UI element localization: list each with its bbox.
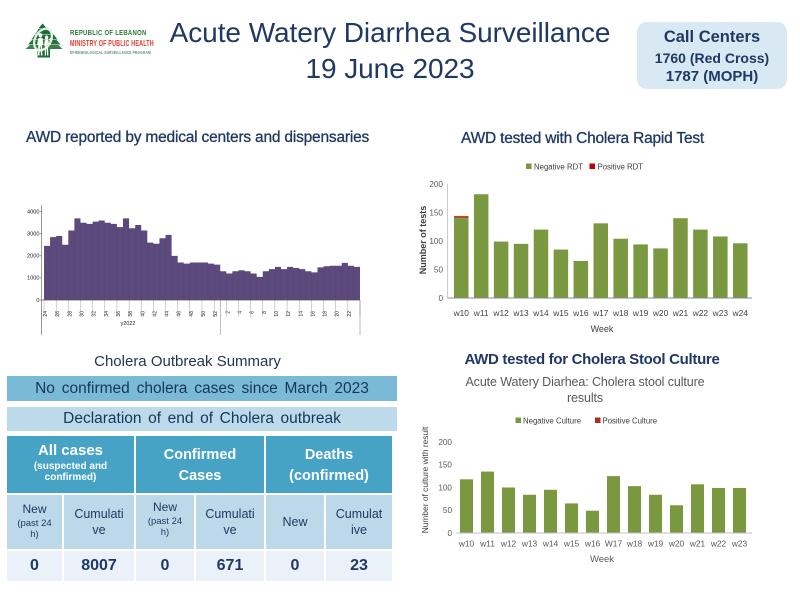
svg-text:100: 100 <box>438 483 452 492</box>
svg-text:w10: w10 <box>453 308 470 318</box>
svg-text:200: 200 <box>438 438 452 447</box>
svg-text:w23: w23 <box>731 539 748 549</box>
svg-text:w15: w15 <box>552 308 569 318</box>
svg-text:w20: w20 <box>652 308 669 318</box>
svg-text:3000: 3000 <box>27 232 39 238</box>
svg-text:w14: w14 <box>532 308 549 318</box>
svg-text:22: 22 <box>347 311 353 317</box>
svg-text:w24: w24 <box>732 308 749 318</box>
svg-text:Week: Week <box>591 324 614 334</box>
svg-text:w13: w13 <box>512 308 529 318</box>
svg-text:14: 14 <box>298 311 304 317</box>
svg-text:28: 28 <box>67 311 73 317</box>
svg-text:38: 38 <box>128 311 134 317</box>
svg-text:w21: w21 <box>672 308 689 318</box>
svg-text:50: 50 <box>443 506 453 515</box>
svg-text:40: 40 <box>140 311 146 317</box>
svg-text:w19: w19 <box>647 539 664 549</box>
svg-text:42: 42 <box>152 311 158 317</box>
svg-text:Number of tests: Number of tests <box>418 206 428 275</box>
svg-text:w11: w11 <box>479 539 495 549</box>
svg-text:w16: w16 <box>584 539 601 549</box>
svg-text:w22: w22 <box>710 539 727 549</box>
svg-text:0: 0 <box>438 294 443 303</box>
svg-text:34: 34 <box>104 311 110 317</box>
svg-text:200: 200 <box>429 180 443 189</box>
svg-text:100: 100 <box>429 237 443 246</box>
svg-text:26: 26 <box>55 311 61 317</box>
svg-text:Positive Culture: Positive Culture <box>603 416 658 425</box>
svg-text:w18: w18 <box>626 539 643 549</box>
svg-text:Number of culture with result: Number of culture with result <box>420 426 430 533</box>
svg-text:6: 6 <box>250 311 256 314</box>
svg-text:w12: w12 <box>500 539 517 549</box>
svg-text:w23: w23 <box>712 308 729 318</box>
svg-text:46: 46 <box>177 311 183 317</box>
svg-text:w11: w11 <box>473 308 489 318</box>
svg-text:w20: w20 <box>668 539 685 549</box>
svg-text:0: 0 <box>36 298 39 304</box>
svg-text:4000: 4000 <box>27 210 39 216</box>
svg-text:w13: w13 <box>521 539 538 549</box>
svg-text:4: 4 <box>238 311 244 314</box>
svg-text:Positive RDT: Positive RDT <box>598 162 644 171</box>
svg-text:w12: w12 <box>492 308 509 318</box>
svg-text:w22: w22 <box>692 308 709 318</box>
svg-text:150: 150 <box>429 208 443 217</box>
svg-text:32: 32 <box>92 311 98 317</box>
svg-text:36: 36 <box>116 311 122 317</box>
svg-text:w10: w10 <box>458 539 475 549</box>
svg-text:16: 16 <box>310 311 316 317</box>
svg-text:Negative RDT: Negative RDT <box>534 162 583 171</box>
svg-text:44: 44 <box>165 311 171 317</box>
svg-text:48: 48 <box>189 311 195 317</box>
svg-text:20: 20 <box>335 311 341 317</box>
svg-text:24: 24 <box>43 311 49 317</box>
svg-text:10: 10 <box>274 311 280 317</box>
svg-text:w14: w14 <box>542 539 559 549</box>
svg-text:Week: Week <box>590 554 614 565</box>
svg-text:52: 52 <box>213 311 219 317</box>
svg-text:y2022: y2022 <box>121 321 136 327</box>
svg-text:50: 50 <box>434 265 444 274</box>
svg-text:2000: 2000 <box>27 254 39 260</box>
svg-text:150: 150 <box>438 461 452 470</box>
svg-text:30: 30 <box>80 311 86 317</box>
svg-text:18: 18 <box>323 311 329 317</box>
svg-text:1000: 1000 <box>27 276 39 282</box>
svg-text:w17: w17 <box>592 308 609 318</box>
svg-text:w16: w16 <box>572 308 589 318</box>
svg-text:50: 50 <box>201 311 207 317</box>
svg-text:0: 0 <box>447 529 452 538</box>
svg-text:w19: w19 <box>632 308 649 318</box>
svg-text:2: 2 <box>225 311 231 314</box>
svg-text:w18: w18 <box>612 308 629 318</box>
svg-text:w21: w21 <box>689 539 706 549</box>
svg-text:8: 8 <box>262 311 268 314</box>
svg-text:12: 12 <box>286 311 292 317</box>
svg-text:W17: W17 <box>605 539 623 549</box>
svg-text:w15: w15 <box>563 539 580 549</box>
svg-text:Negative Culture: Negative Culture <box>523 416 581 425</box>
